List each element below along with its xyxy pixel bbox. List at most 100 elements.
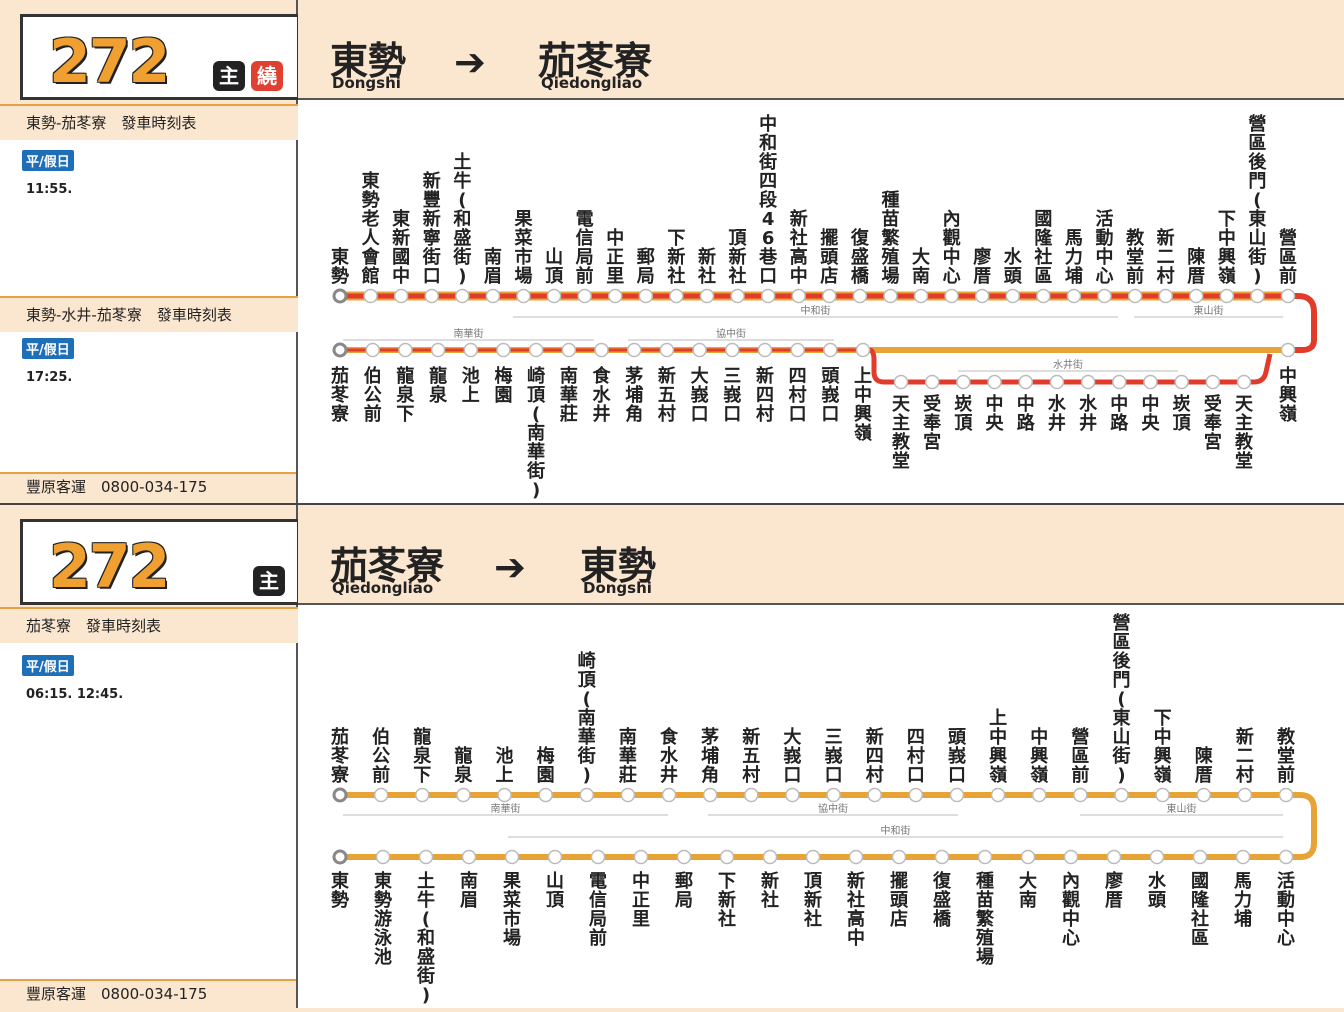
route-panel-inbound: 272 主 茄苳寮 發車時刻表 平/假日 06:15. 12:45. 豐原客運 …	[0, 503, 1344, 1008]
stop-label-char: 厝	[1187, 266, 1205, 287]
stop-label-char: 新	[847, 870, 865, 892]
stop-label-char: 茄	[330, 365, 349, 387]
stop-label-char: 牛	[453, 170, 471, 192]
stop-label-char: 埔	[1234, 908, 1252, 930]
stop-label-char: 新	[392, 227, 410, 249]
stop-marker	[913, 288, 929, 304]
stop-label-char: 下	[413, 765, 431, 786]
stop-label-char: 南	[578, 707, 596, 729]
stop-label-char: 頭	[890, 890, 909, 911]
stop-label: 新社	[761, 870, 779, 911]
stop-label-char: 擺	[890, 870, 908, 892]
stop-label-char: 三	[723, 366, 741, 387]
stop-label-char: 6	[762, 228, 775, 249]
stop-marker	[1280, 342, 1296, 358]
stop-marker	[1073, 787, 1088, 803]
stop-label: 南華莊	[560, 365, 578, 425]
stop-label-char: 電	[576, 209, 594, 230]
stop-label-char: 門	[1112, 670, 1130, 691]
stop-label: 頂新社	[804, 871, 823, 930]
stop-label-char: 力	[1065, 247, 1083, 268]
stop-label-char: 上	[496, 765, 514, 786]
stop-label-char: 泉	[454, 764, 473, 786]
stop-label-char: 前	[1126, 265, 1144, 287]
stop-label-char: 埔	[1065, 265, 1083, 287]
stop-label-char: 水	[1004, 246, 1023, 268]
stop-label-char: 公	[372, 746, 390, 767]
stop-marker	[785, 787, 800, 803]
stop-label-char: 局	[576, 247, 594, 268]
stop-label-char: 四	[866, 746, 884, 767]
stop-label-char: 路	[1017, 412, 1036, 434]
stop-marker	[823, 342, 838, 358]
stop-marker	[956, 374, 971, 390]
stop-label-char: 內	[943, 209, 961, 230]
stop-label-char: 厝	[1105, 890, 1123, 911]
stop-label-char: 新	[658, 365, 676, 387]
stop-label-char: 興	[1154, 745, 1172, 767]
stop-label-char: 信	[589, 889, 607, 911]
stop-label-char: 東	[392, 208, 410, 230]
stop-marker	[1205, 374, 1221, 390]
stop-label: 復盛橋	[932, 870, 952, 930]
stop-marker	[1080, 374, 1096, 390]
stop-label-char: 上	[854, 366, 872, 387]
stop-label-char: 四	[907, 727, 925, 748]
stop-label-char: 前	[589, 927, 607, 949]
stop-label-char: 中	[632, 870, 650, 892]
stop-marker	[974, 288, 990, 304]
stop-label-char: 中	[1154, 726, 1172, 748]
stop-label: 頭峩口	[821, 366, 840, 425]
stop-label-char: 食	[659, 726, 679, 748]
stop-label: 教堂前	[1277, 726, 1296, 786]
stop-marker	[944, 288, 959, 304]
stop-label-char: 陳	[1187, 246, 1206, 268]
stop-label-char: 大	[783, 726, 801, 748]
stop-label-char: 社	[804, 908, 822, 930]
stop-label-char: 場	[503, 928, 521, 949]
stop-label-char: 口	[821, 404, 839, 425]
stop-label: 梅園	[494, 365, 512, 406]
stop-marker	[760, 288, 776, 304]
stop-label-char: 新	[804, 889, 822, 911]
stop-label-char: 中	[759, 113, 777, 135]
stop-label-char: 中	[1062, 908, 1080, 930]
stop-marker	[826, 787, 841, 803]
stop-label-char: 東	[362, 170, 380, 192]
stop-label: 龍泉下	[413, 726, 432, 786]
stop-label-char: 市	[503, 908, 521, 930]
stop-label: 頂新社	[729, 228, 748, 287]
stop-label-char: 橋	[933, 908, 952, 930]
stop-label-char: 天	[1235, 394, 1254, 415]
stop-label-char: 前	[576, 265, 594, 287]
stop-marker	[1005, 288, 1021, 304]
street-label: 中和街	[881, 824, 911, 837]
stop-label-char: 村	[907, 745, 925, 767]
stop-label: 新五村	[742, 726, 760, 786]
stop-marker	[1155, 787, 1170, 803]
stop-label-char: 勢	[362, 189, 380, 211]
stop-label: 梅園	[537, 745, 555, 786]
route-line-red-branch	[868, 347, 1273, 385]
stop-marker	[676, 849, 692, 865]
stop-label-char: 水	[593, 384, 612, 406]
stop-label-char: 角	[701, 764, 719, 786]
stop-marker	[949, 787, 965, 803]
stop-marker	[528, 342, 544, 358]
stop-label-char: 中	[943, 246, 961, 268]
stop-label-char: 興	[1218, 246, 1236, 268]
stop-label-char: 中	[1277, 908, 1295, 930]
stop-marker	[730, 288, 745, 304]
stop-label-char: 峩	[821, 384, 839, 406]
stop-label-char: (	[1117, 689, 1125, 710]
stop-marker	[1280, 288, 1296, 304]
stop-marker	[977, 849, 993, 865]
route-map: 南華街 協中街 東山街 中和街茄苳寮伯公前龍泉下龍泉池上梅園崎頂(南華街) 南華莊食水井…	[298, 605, 1344, 1008]
stop-marker	[1031, 787, 1047, 803]
